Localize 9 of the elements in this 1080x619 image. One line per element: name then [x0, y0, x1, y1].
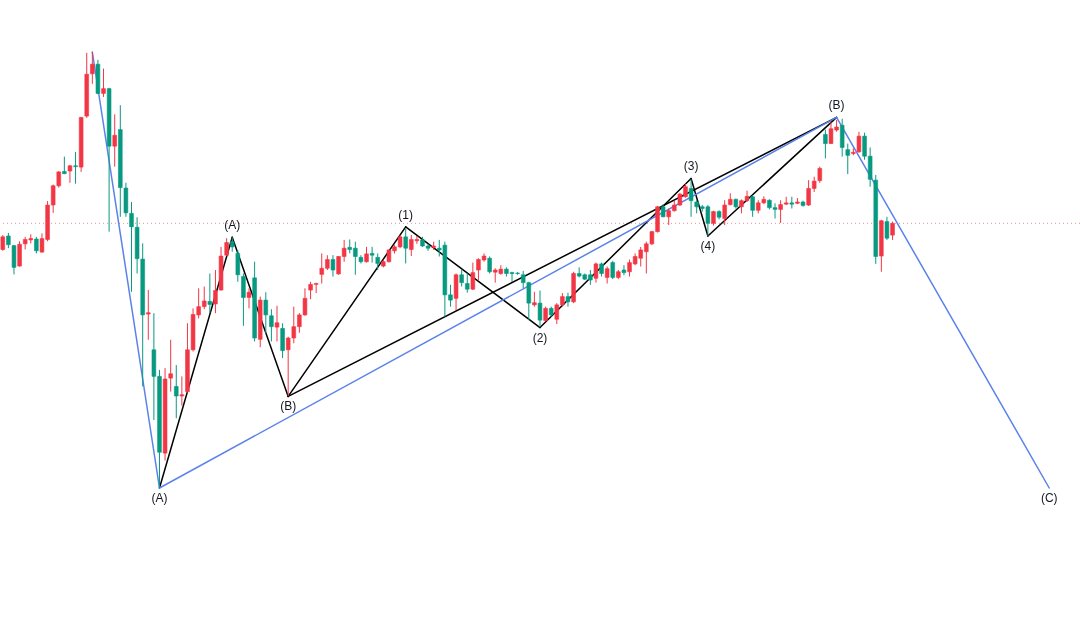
series-label: (2) — [532, 330, 548, 345]
series-label: (4) — [700, 238, 716, 253]
series-label: (B) — [280, 399, 297, 414]
series-label: (C) — [1040, 491, 1058, 505]
series-label: (1) — [398, 207, 414, 222]
series-label: (3) — [683, 159, 699, 174]
series-label: (B) — [828, 98, 845, 113]
series-label: (A) — [224, 218, 241, 233]
series-label: (A) — [151, 491, 168, 505]
